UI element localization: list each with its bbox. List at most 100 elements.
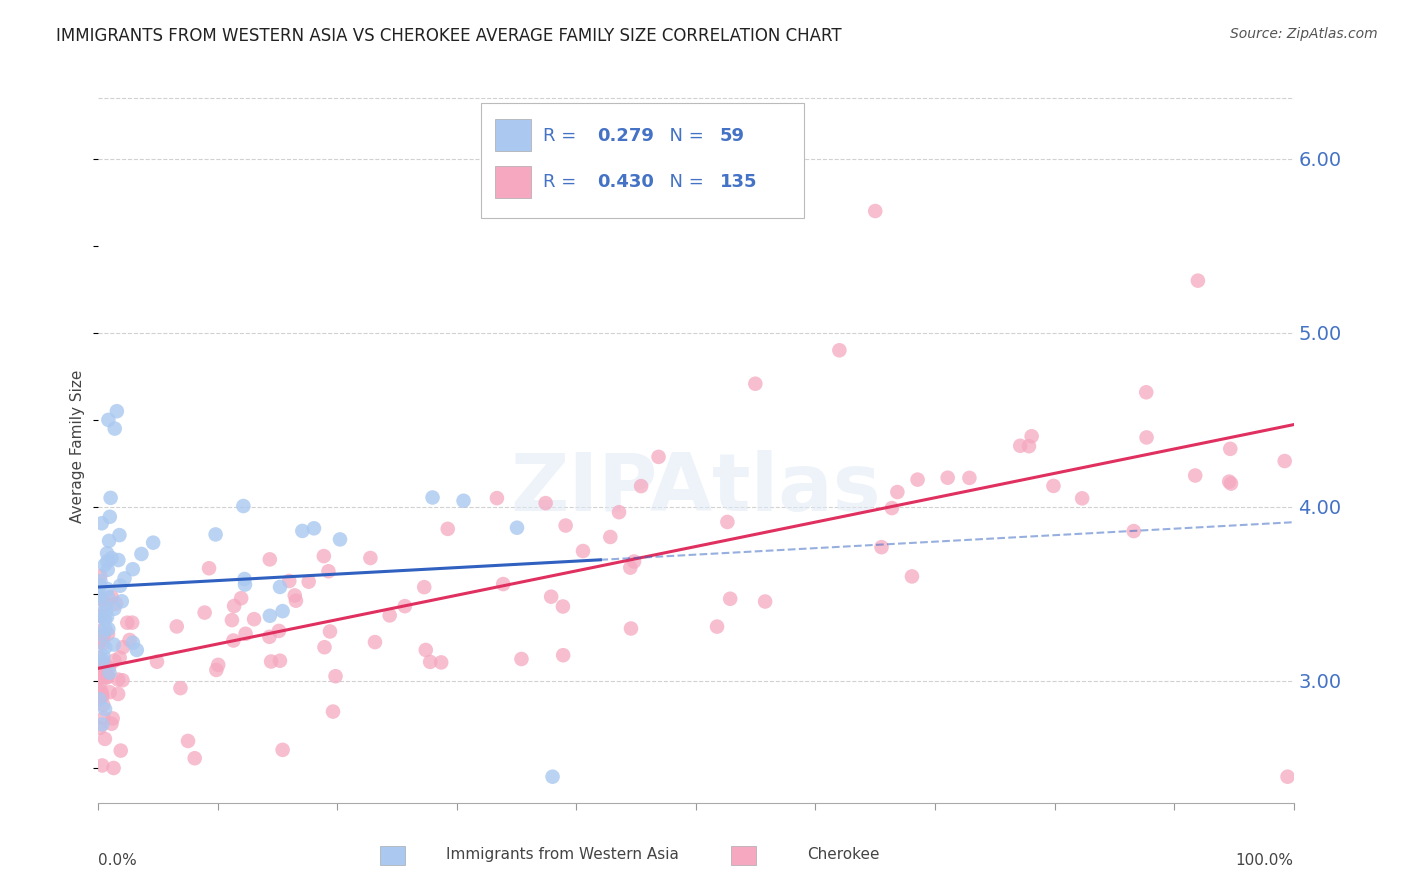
- Point: [103, 761, 125, 775]
- Point: [329, 533, 352, 547]
- Point: [98, 533, 121, 548]
- Point: [142, 535, 165, 549]
- Point: [271, 743, 294, 757]
- Point: [706, 619, 728, 633]
- Point: [1010, 439, 1032, 453]
- Point: [89, 578, 111, 592]
- Point: [131, 547, 153, 561]
- Point: [436, 522, 458, 536]
- Y-axis label: Average Family Size: Average Family Size: [70, 369, 86, 523]
- Point: [205, 663, 228, 677]
- Point: [1184, 468, 1206, 483]
- Point: [572, 544, 595, 558]
- Point: [232, 499, 254, 513]
- Point: [100, 491, 122, 505]
- Point: [108, 579, 131, 593]
- Point: [96, 582, 118, 596]
- Point: [828, 343, 851, 358]
- Point: [901, 569, 924, 583]
- Point: [118, 632, 141, 647]
- Point: [91, 698, 114, 712]
- Point: [89, 574, 111, 588]
- Point: [359, 551, 381, 566]
- Point: [111, 594, 134, 608]
- Point: [91, 592, 114, 607]
- Point: [89, 671, 111, 685]
- Point: [322, 705, 344, 719]
- Point: [91, 605, 114, 619]
- Point: [91, 717, 114, 731]
- Point: [623, 554, 645, 568]
- Point: [91, 758, 114, 772]
- Point: [510, 652, 533, 666]
- Point: [89, 568, 111, 582]
- Point: [204, 527, 226, 541]
- Point: [194, 606, 217, 620]
- Point: [114, 571, 136, 585]
- Point: [97, 668, 120, 682]
- Point: [90, 668, 112, 682]
- Point: [96, 670, 118, 684]
- Point: [90, 516, 112, 531]
- Point: [880, 501, 903, 516]
- Point: [125, 643, 148, 657]
- Point: [94, 731, 117, 746]
- Point: [89, 721, 111, 735]
- Point: [1220, 476, 1243, 491]
- Point: [91, 654, 114, 668]
- Point: [100, 551, 122, 566]
- Point: [107, 687, 129, 701]
- Point: [110, 743, 132, 757]
- Point: [298, 574, 321, 589]
- Point: [1122, 524, 1144, 538]
- Point: [259, 552, 281, 566]
- Point: [754, 594, 776, 608]
- Point: [1018, 439, 1040, 453]
- Point: [221, 613, 243, 627]
- Point: [1071, 491, 1094, 506]
- Point: [1135, 385, 1157, 400]
- Point: [121, 562, 143, 576]
- Point: [169, 681, 191, 695]
- Point: [146, 655, 169, 669]
- Point: [378, 608, 401, 623]
- Point: [90, 628, 112, 642]
- Text: 100.0%: 100.0%: [1236, 853, 1294, 868]
- Point: [111, 673, 134, 688]
- Point: [540, 590, 562, 604]
- Point: [243, 612, 266, 626]
- Point: [105, 404, 128, 418]
- Point: [94, 622, 117, 636]
- Point: [89, 690, 111, 705]
- Point: [453, 493, 475, 508]
- Point: [104, 421, 127, 435]
- Point: [94, 640, 117, 655]
- Point: [1274, 454, 1296, 468]
- Point: [100, 590, 122, 604]
- Point: [413, 580, 436, 594]
- Point: [97, 413, 120, 427]
- Point: [291, 524, 314, 538]
- Point: [121, 615, 143, 630]
- Point: [647, 450, 669, 464]
- Point: [198, 561, 221, 575]
- Text: IMMIGRANTS FROM WESTERN ASIA VS CHEROKEE AVERAGE FAMILY SIZE CORRELATION CHART: IMMIGRANTS FROM WESTERN ASIA VS CHEROKEE…: [56, 27, 842, 45]
- Point: [312, 549, 335, 563]
- Point: [105, 597, 128, 611]
- Point: [271, 604, 294, 618]
- FancyBboxPatch shape: [481, 103, 804, 218]
- Point: [284, 589, 307, 603]
- Point: [222, 633, 245, 648]
- Text: Immigrants from Western Asia: Immigrants from Western Asia: [446, 847, 679, 862]
- Point: [364, 635, 387, 649]
- Point: [314, 640, 336, 655]
- Point: [89, 666, 111, 681]
- Point: [89, 609, 111, 624]
- Point: [91, 689, 114, 703]
- Point: [506, 521, 529, 535]
- Point: [93, 665, 115, 679]
- Point: [90, 668, 112, 682]
- Point: [551, 599, 574, 614]
- Point: [98, 685, 121, 699]
- Point: [96, 546, 118, 560]
